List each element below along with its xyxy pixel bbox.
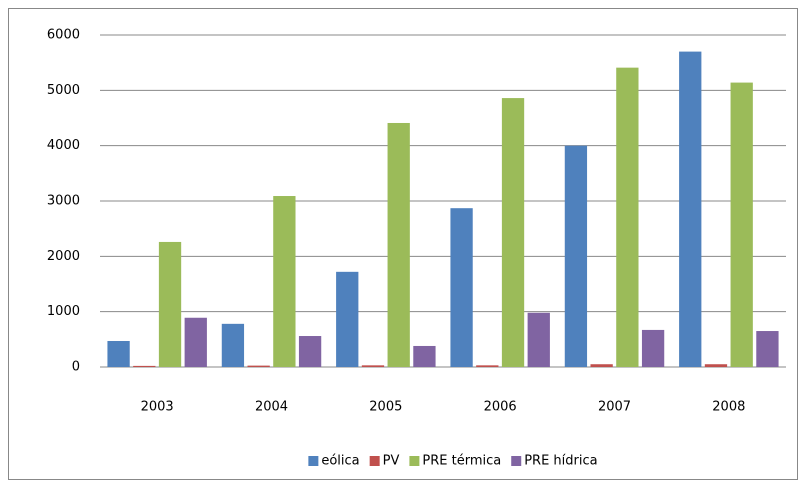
- y-tick-label: 0: [72, 360, 80, 375]
- x-tick-label: 2003: [141, 400, 174, 415]
- y-tick-label: 1000: [47, 304, 80, 319]
- bar: [107, 340, 130, 367]
- y-tick-label: 5000: [47, 83, 80, 98]
- bar: [273, 196, 296, 367]
- legend-label: PV: [383, 454, 400, 469]
- legend-swatch: [409, 456, 420, 466]
- bar: [641, 329, 665, 367]
- bar: [184, 317, 207, 367]
- legend-swatch: [308, 456, 319, 466]
- legend-swatch: [511, 456, 522, 466]
- legend-swatch: [369, 456, 380, 466]
- x-tick-label: 2005: [369, 400, 402, 415]
- bar: [476, 365, 499, 367]
- bar: [616, 67, 639, 367]
- x-tick-label: 2004: [255, 400, 288, 415]
- bar: [133, 365, 156, 367]
- bar: [361, 365, 385, 367]
- bar: [158, 241, 182, 367]
- bar: [756, 331, 779, 367]
- bar: [501, 98, 525, 367]
- bar: [527, 312, 550, 367]
- bar: [221, 323, 245, 367]
- bar: [704, 364, 728, 367]
- y-tick-label: 6000: [47, 28, 80, 43]
- y-tick-label: 3000: [47, 194, 80, 209]
- bar: [564, 145, 588, 367]
- bar: [413, 345, 436, 367]
- y-tick-label: 2000: [47, 249, 80, 264]
- x-tick-label: 2006: [484, 400, 517, 415]
- x-tick-label: 2007: [598, 400, 631, 415]
- bar: [450, 208, 473, 367]
- bar: [387, 122, 410, 367]
- bar: [336, 271, 359, 367]
- x-tick-label: 2008: [712, 400, 745, 415]
- bar: [679, 51, 702, 367]
- legend-label: PRE térmica: [422, 454, 501, 469]
- bar: [298, 336, 322, 367]
- legend-label: eólica: [321, 454, 359, 469]
- y-tick-label: 4000: [47, 138, 80, 153]
- bar: [247, 365, 270, 367]
- bar: [730, 82, 753, 367]
- legend-label: PRE hídrica: [524, 454, 597, 469]
- bar: [590, 364, 613, 367]
